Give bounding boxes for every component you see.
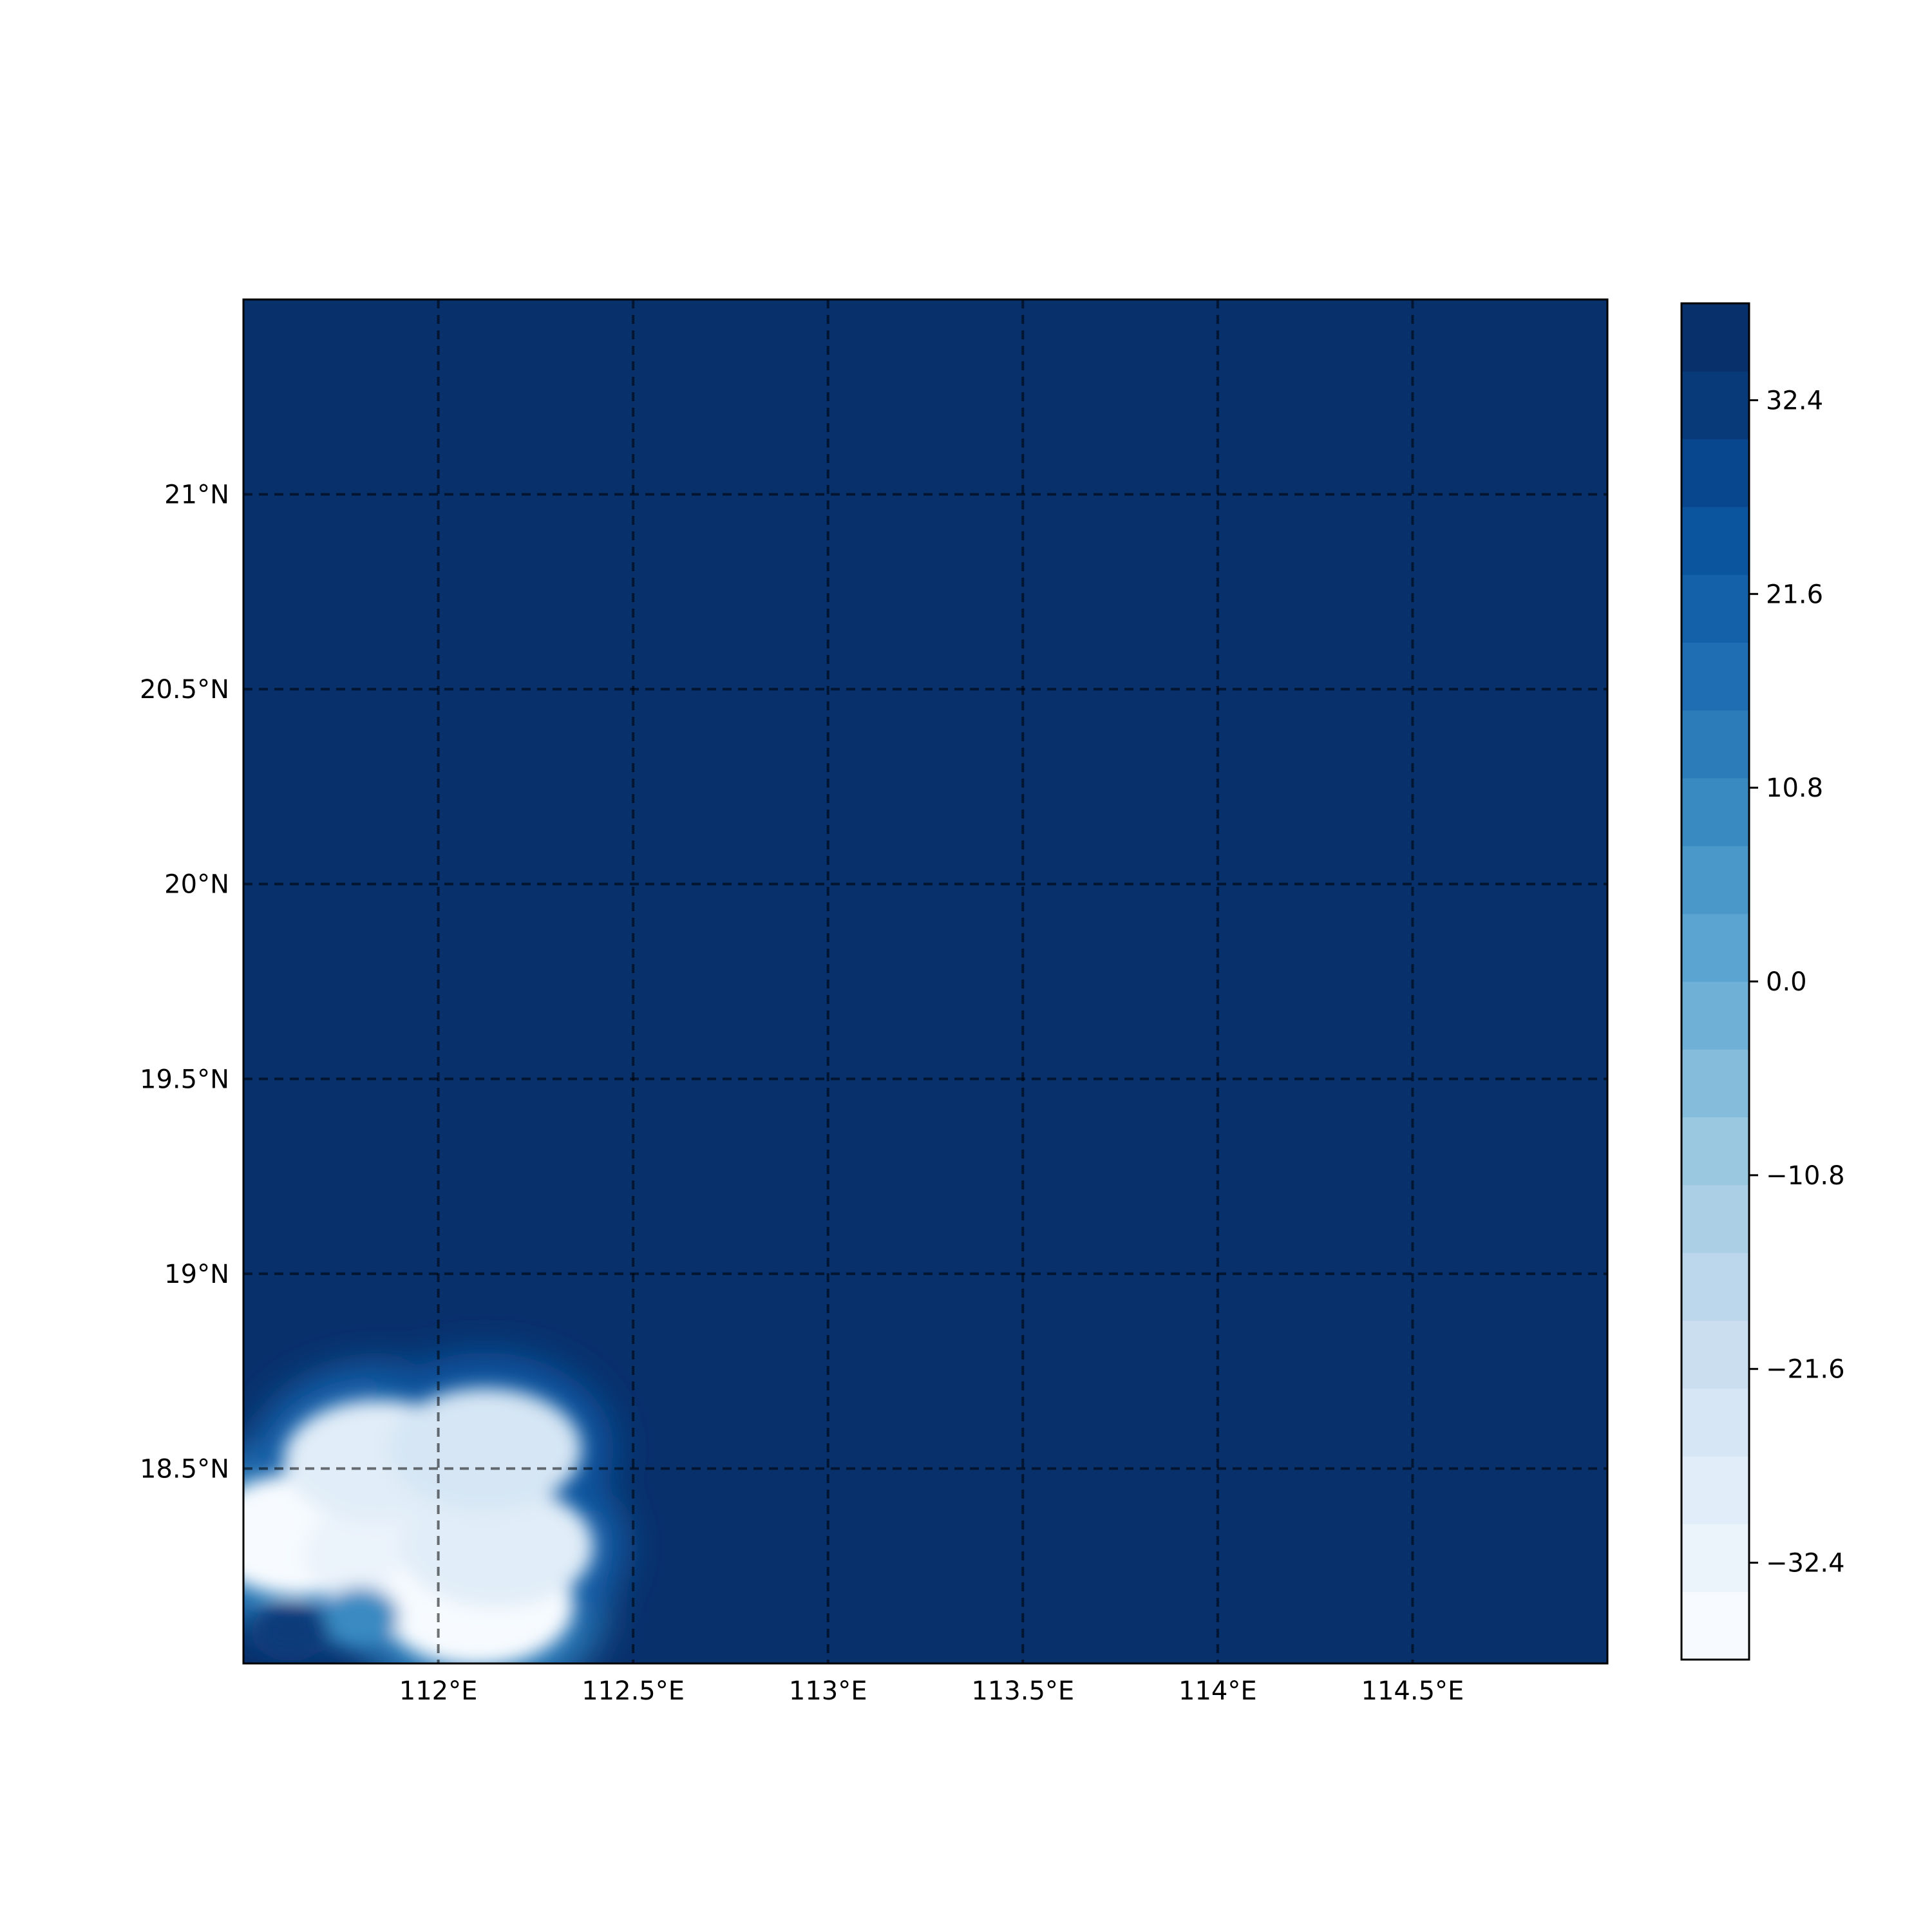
- colorbar-segment: [1681, 710, 1749, 779]
- colorbar-tick-label: −10.8: [1766, 1161, 1845, 1191]
- colorbar-segment: [1681, 1184, 1749, 1253]
- anomaly-blob: [400, 1485, 594, 1608]
- y-tick-label: 19°N: [164, 1260, 229, 1289]
- colorbar: −32.4 −21.6 −10.8 0.0 10.8 21.6 32.4: [1680, 302, 1845, 1661]
- gridlines: [243, 299, 1607, 1663]
- colorbar-segment: [1681, 913, 1749, 982]
- colorbar-tick-label: 0.0: [1766, 967, 1807, 997]
- colorbar-segment: [1681, 1388, 1749, 1457]
- field-layer: [243, 299, 1607, 1663]
- colorbar-segment: [1681, 1049, 1749, 1118]
- colorbar-segment: [1681, 981, 1749, 1050]
- colorbar-tick-label: 10.8: [1766, 773, 1823, 803]
- map-area: [243, 299, 1607, 1663]
- x-tick-label: 112°E: [399, 1676, 478, 1706]
- colorbar-tick-label: 21.6: [1766, 580, 1823, 609]
- anomaly-core: [243, 1388, 594, 1663]
- anomaly-blob: [321, 1587, 399, 1646]
- colorbar-tick-label: 32.4: [1766, 386, 1823, 415]
- x-tick-label: 114.5°E: [1361, 1676, 1464, 1706]
- x-tick-label: 114°E: [1179, 1676, 1257, 1706]
- colorbar-segment: [1681, 506, 1749, 575]
- colorbar-tick-label: −32.4: [1766, 1549, 1845, 1578]
- x-tick-label: 113°E: [789, 1676, 867, 1706]
- y-tick-label: 20°N: [164, 870, 229, 900]
- colorbar-segment: [1681, 1253, 1749, 1321]
- y-tick-label: 19.5°N: [140, 1065, 229, 1094]
- anomaly-blob: [251, 1603, 329, 1662]
- colorbar-segment: [1681, 371, 1749, 440]
- y-tick-label: 20.5°N: [140, 675, 229, 705]
- colorbar-segment: [1681, 1456, 1749, 1524]
- y-axis-ticks: 18.5°N 19°N 19.5°N 20°N 20.5°N 21°N: [140, 480, 229, 1484]
- colorbar-segment: [1681, 303, 1749, 372]
- colorbar-segment: [1681, 846, 1749, 914]
- colorbar-segment: [1681, 439, 1749, 507]
- colorbar-segment: [1681, 574, 1749, 643]
- y-tick-label: 18.5°N: [140, 1454, 229, 1484]
- colorbar-segment: [1681, 1591, 1749, 1660]
- colorbar-segment: [1681, 1524, 1749, 1593]
- colorbar-segment: [1681, 1320, 1749, 1389]
- anomaly-blob: [388, 1388, 582, 1511]
- x-axis-ticks: 112°E 112.5°E 113°E 113.5°E 114°E 114.5°E: [399, 1676, 1464, 1706]
- y-tick-label: 21°N: [164, 480, 229, 510]
- colorbar-segment: [1681, 1117, 1749, 1186]
- colorbar-segment: [1681, 642, 1749, 711]
- x-tick-label: 112.5°E: [582, 1676, 685, 1706]
- colorbar-tick-label: −21.6: [1766, 1355, 1845, 1385]
- colorbar-segment: [1681, 778, 1749, 846]
- x-tick-label: 113.5°E: [971, 1676, 1074, 1706]
- map-frame: [242, 298, 1609, 1665]
